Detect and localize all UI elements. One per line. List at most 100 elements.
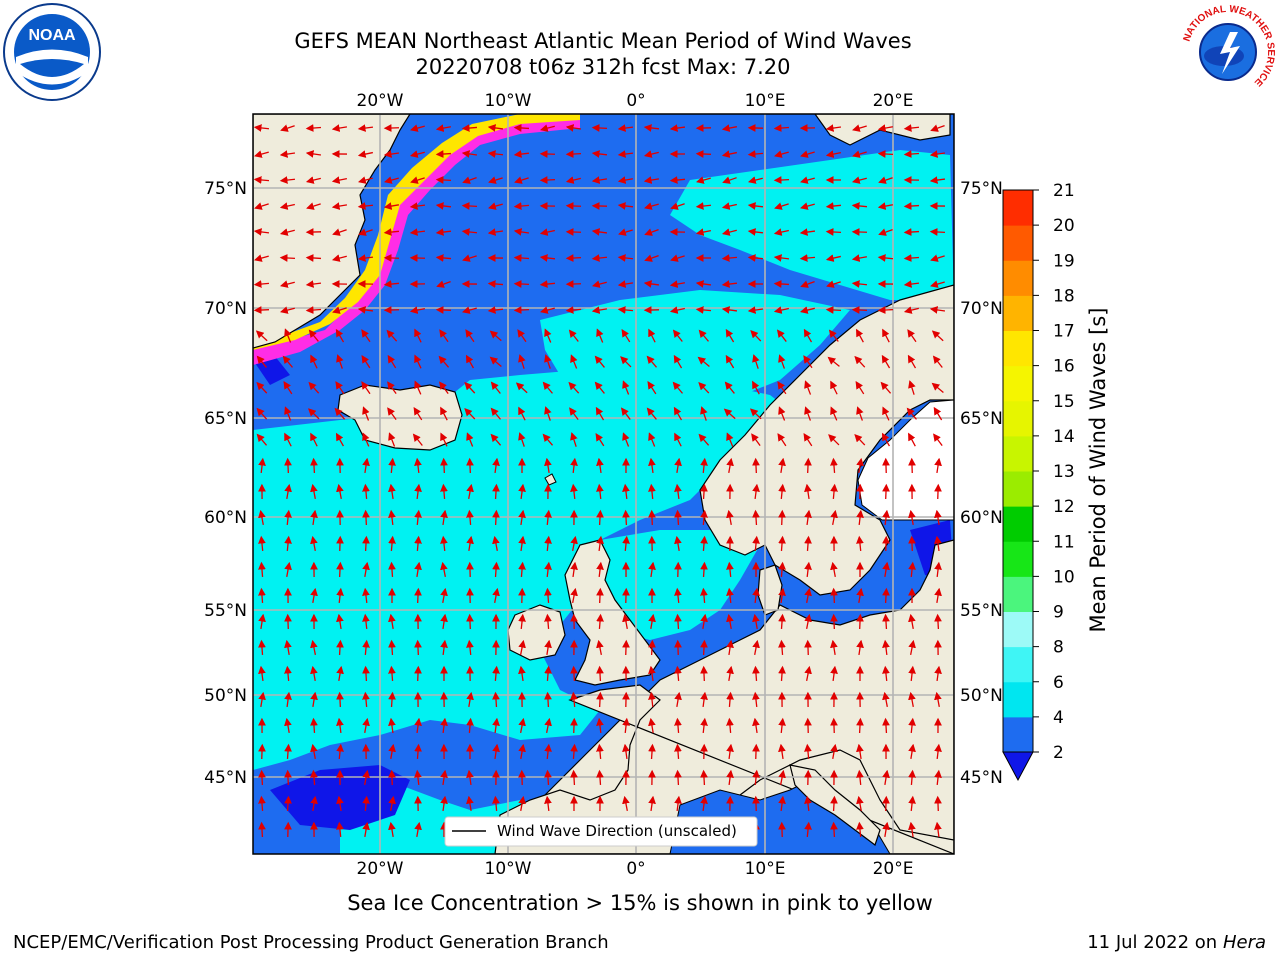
wind-wave-arrow [539,176,556,184]
wind-wave-arrow [747,176,763,184]
wind-wave-arrow [931,382,944,393]
wind-wave-arrow [466,613,474,630]
wind-wave-arrow [256,355,267,368]
wind-wave-arrow [383,150,400,158]
wind-wave-arrow [279,280,295,288]
wind-wave-arrow [747,202,764,210]
wind-wave-arrow [436,280,451,288]
wind-wave-arrow [725,354,735,369]
wind-wave-arrow [672,381,683,394]
wind-wave-arrow [646,407,657,420]
wind-wave-arrow [934,457,942,474]
wind-wave-arrow [906,407,917,420]
wind-wave-arrow [877,124,894,132]
wind-wave-arrow [830,743,838,760]
wind-wave-arrow [803,355,813,369]
wind-wave-arrow [282,355,293,368]
wind-wave-arrow [258,509,266,525]
wind-wave-arrow [856,587,864,604]
wind-wave-arrow [414,743,422,760]
wind-wave-arrow [596,509,604,526]
wind-wave-arrow [726,457,734,474]
wind-wave-arrow [462,254,477,262]
wind-wave-arrow [908,821,916,838]
wind-wave-arrow [284,535,292,552]
wind-wave-arrow [565,254,582,262]
wind-wave-arrow [487,306,504,314]
wind-wave-arrow [698,433,710,446]
wind-wave-arrow [279,150,296,158]
wind-wave-arrow [700,665,708,682]
wind-wave-arrow [492,509,500,526]
wind-wave-arrow [310,483,318,499]
wind-wave-arrow [852,124,867,132]
map-area [253,114,954,854]
wind-wave-arrow [362,406,370,421]
wind-wave-arrow [414,587,422,604]
wind-wave-arrow [258,743,266,760]
wind-wave-arrow [933,433,943,447]
wind-wave-arrow [877,254,894,262]
wind-wave-arrow [544,406,552,421]
wind-wave-arrow [752,769,760,786]
lon-label-top: 10°W [485,91,532,111]
wind-wave-arrow [258,535,266,552]
wind-wave-arrow [622,795,630,811]
wind-wave-arrow [362,821,370,838]
wind-wave-arrow [908,717,916,734]
wind-wave-arrow [305,254,322,262]
wind-wave-arrow [856,717,864,734]
wind-wave-arrow [518,354,526,369]
wind-wave-arrow [335,381,345,395]
wind-wave-arrow [830,509,838,525]
wind-wave-arrow [778,561,786,578]
wind-wave-arrow [466,509,474,526]
wind-wave-arrow [908,380,916,395]
wind-wave-arrow [778,613,786,630]
wind-wave-arrow [440,587,448,604]
wind-wave-arrow [620,407,631,420]
colorbar-segment [1003,295,1033,331]
wind-wave-arrow [778,795,786,812]
colorbar-segment [1003,330,1033,367]
wind-wave-arrow [669,280,686,288]
wind-wave-arrow [544,354,552,369]
wind-wave-arrow [387,381,397,395]
wind-wave-arrow [440,639,448,656]
wind-wave-arrow [778,769,786,785]
wind-wave-arrow [882,587,890,604]
wind-wave-arrow [565,306,582,314]
wind-wave-arrow [596,613,604,630]
wind-wave-arrow [674,535,682,552]
wind-wave-arrow [544,457,552,474]
colorbar: 2 4 6 8 9 10 11 12 13 14 15 16 17 18 19 20 21 [1002,181,1075,782]
wind-wave-arrow [903,228,920,236]
wind-wave-arrow [695,202,712,210]
colorbar-tick-label: 2 [1053,743,1064,763]
wind-wave-arrow [908,535,916,552]
wind-wave-arrow [544,535,552,552]
lat-label-left: 55°N [204,601,247,621]
wind-wave-arrow [747,150,764,158]
wind-wave-arrow [357,150,373,158]
wind-wave-arrow [674,717,682,734]
wind-wave-arrow [284,613,292,630]
wind-wave-arrow [777,381,787,395]
wind-wave-arrow [435,176,452,184]
wind-wave-arrow [773,176,790,184]
wind-wave-arrow [908,665,916,682]
wind-wave-arrow [362,509,370,526]
wind-wave-arrow [852,150,867,158]
wind-wave-arrow [752,665,760,682]
wind-wave-arrow [254,254,269,262]
wind-wave-arrow [644,202,659,210]
wind-wave-arrow [383,124,400,132]
wind-wave-arrow [362,639,370,656]
wind-wave-arrow [440,535,448,552]
wind-wave-arrow [570,483,578,500]
wind-wave-arrow [518,535,526,552]
colorbar-tick-label: 21 [1053,181,1075,201]
wind-wave-arrow [643,280,660,288]
wind-wave-arrow [488,176,503,184]
wind-wave-arrow [591,176,608,184]
